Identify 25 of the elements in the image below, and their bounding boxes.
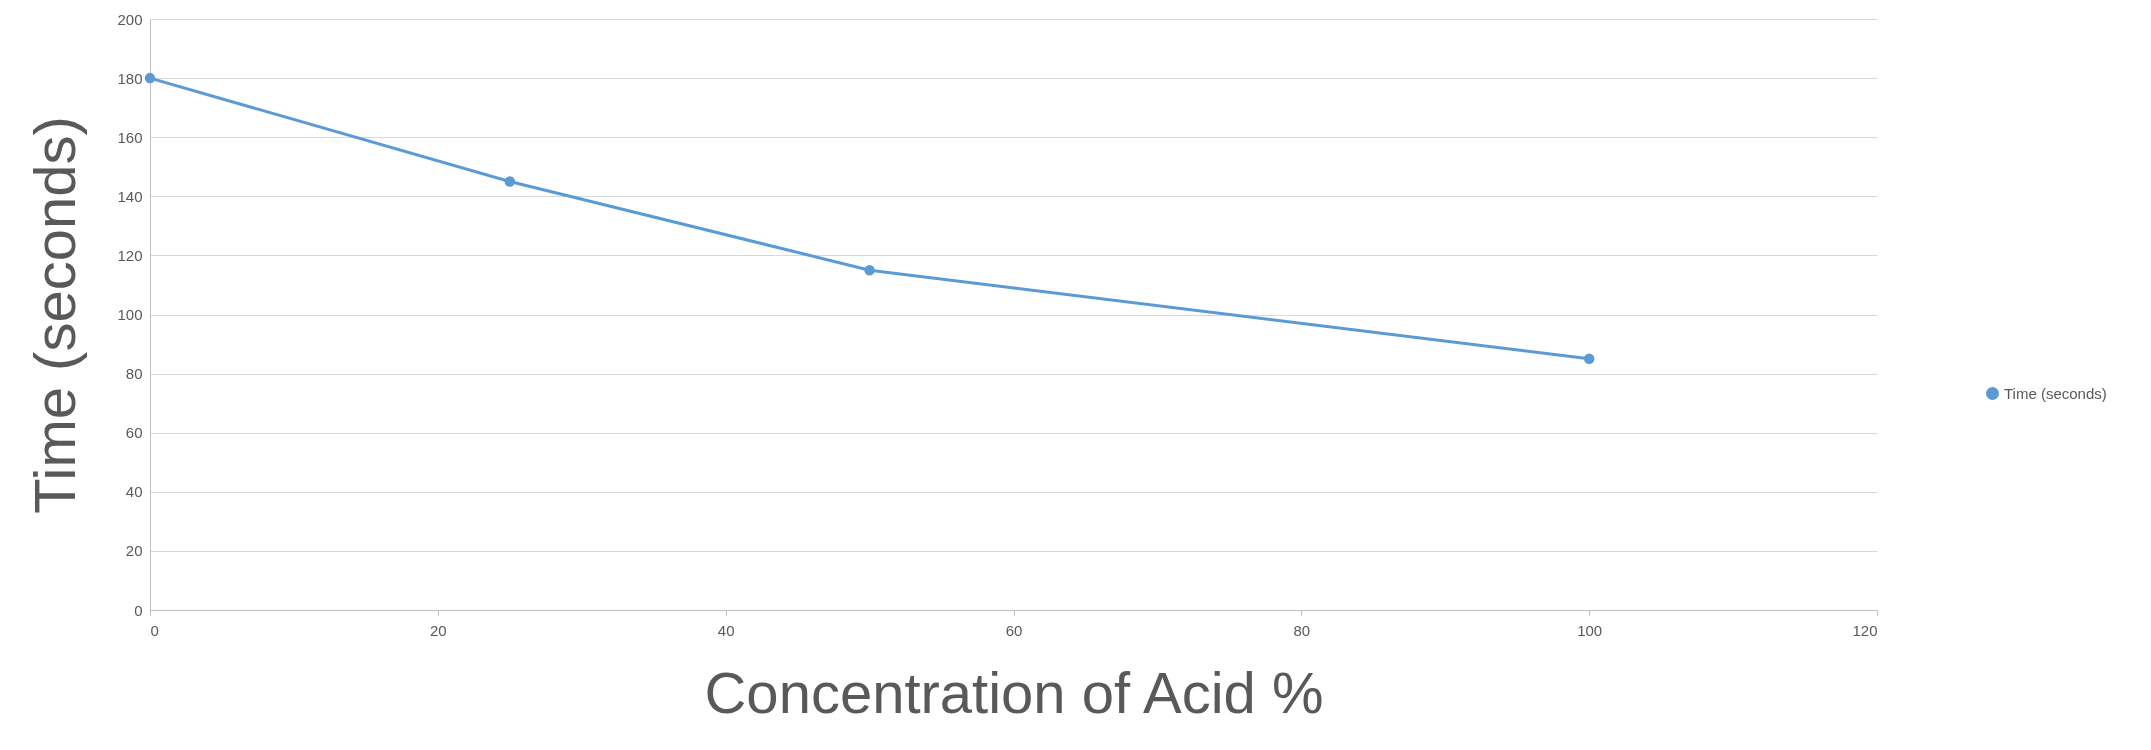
x-tick-label: 0 [150,621,159,639]
y-tick-label: 20 [125,542,143,560]
x-tick-label: 60 [1005,621,1023,639]
legend-label: Time (seconds) [2004,384,2107,402]
point [504,176,516,187]
y-tick-label: 0 [134,601,143,619]
x-tick-label: 80 [1293,621,1311,639]
x-tick-label: 120 [1852,621,1878,639]
y-axis-title: Time (seconds) [22,116,88,514]
y-tick-label: 100 [117,306,143,323]
point [1583,353,1595,365]
y-tick-label: 120 [117,246,143,264]
x-axis-title: Concentration of Acid % [704,659,1324,725]
y-tick-label: 60 [125,424,143,442]
x-tick-label: 20 [429,621,447,639]
x-tick-label: 40 [717,621,735,639]
y-tick-label: 160 [117,128,143,146]
y-tick-label: 200 [117,10,143,28]
y-tick-label: 140 [117,187,143,205]
y-tick-label: 180 [117,69,143,87]
y-tick-label: 40 [125,483,143,501]
point [864,264,875,276]
point [144,72,156,84]
x-tick-label: 100 [1577,621,1603,639]
y-tick-label: 80 [125,365,143,383]
